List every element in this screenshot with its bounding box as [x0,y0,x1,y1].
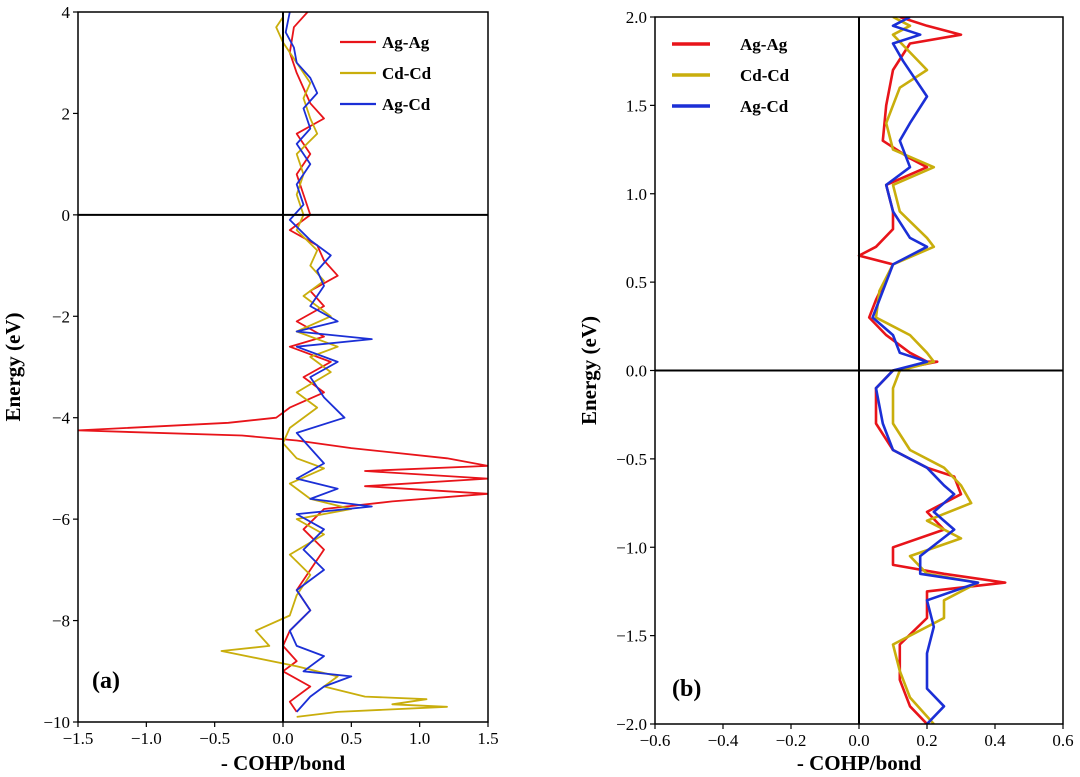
panel-a-label: (a) [92,668,120,694]
panel-a-x-tick-label: 1.5 [477,729,498,748]
panel-a-legend: Ag-Ag Cd-Cd Ag-Cd [340,33,432,114]
panel-b-y-tick-label: 0.5 [626,273,647,292]
panel-a-x-tick-label: 0.5 [341,729,362,748]
panel-b-x-tick-label: 0.2 [916,731,937,750]
panel-b-y-tick-label: 0.0 [626,362,647,381]
panel-a-y-tick-label: −4 [52,409,71,428]
panel-a-y-ticks: −10 −8 −6 −4 −2 0 2 4 [43,3,78,732]
panel-b-y-tick-label: −2.0 [616,715,647,734]
panel-a-y-tick-label: 2 [62,104,71,123]
legend-label-cd-cd: Cd-Cd [740,66,790,85]
panel-a-series-ag-ag [78,12,488,713]
panel-a-y-axis-label: Energy (eV) [1,312,25,421]
panel-b-y-tick-label: 1.5 [626,96,647,115]
panel-a-series-cd-cd [220,16,448,718]
panel-a-y-tick-label: −2 [52,307,70,326]
panel-b-x-tick-label: 0.4 [984,731,1006,750]
panel-b-cohp-chart: −0.6 −0.4 −0.2 0.0 0.2 0.4 0.6 −2.0 −1.5 −1.0 −0.… [577,8,1074,775]
panel-a-cohp-chart: −1.5 −1.0 −0.5 0.0 0.5 1.0 1.5 −10−8−6−4−2024 … [1,3,499,775]
panel-a-y-tick-label: −10 [43,713,70,732]
panel-b-x-tick-label: −0.4 [708,731,739,750]
panel-b-series-ag-cd [871,17,980,724]
panel-a-y-tick-label: 0 [62,206,71,225]
panel-a-y-tick-label: −6 [52,510,70,529]
legend-label-ag-cd: Ag-Cd [740,97,789,116]
panel-a-x-tick-label: 1.0 [409,729,430,748]
panel-b-y-axis-label: Energy (eV) [577,316,601,425]
panel-b-x-tick-label: 0.0 [848,731,869,750]
panel-b-y-tick-label: −1.0 [616,538,647,557]
panel-a-x-tick-label: 0.0 [272,729,293,748]
panel-a-series-ag-cd [284,12,373,713]
panel-b-legend: Ag-Ag Cd-Cd Ag-Cd [672,35,790,116]
panel-b-y-tick-label: −0.5 [616,450,647,469]
legend-label-ag-ag: Ag-Ag [382,33,430,52]
panel-b-x-tick-label: −0.6 [640,731,671,750]
panel-b-x-ticks: −0.6 −0.4 −0.2 0.0 0.2 0.4 0.6 [640,724,1074,750]
panel-a-x-tick-label: −1.5 [63,729,94,748]
panel-b-x-tick-label: −0.2 [776,731,807,750]
panel-a-x-ticks: −1.5 −1.0 −0.5 0.0 0.5 1.0 1.5 [63,722,499,748]
panel-a-y-tick-label: 4 [62,3,71,22]
legend-label-ag-ag: Ag-Ag [740,35,788,54]
panel-a-x-axis-label: - COHP/bond [221,751,346,775]
panel-b-reference-lines [655,17,1063,724]
panel-a-x-tick-label: −1.0 [131,729,162,748]
panel-b-y-ticks: −2.0 −1.5 −1.0 −0.5 0.0 0.5 1.0 1.5 2.0 [616,8,655,734]
panel-a-reference-lines [78,12,488,722]
panel-a-y-tick-label: −8 [52,612,70,631]
panel-b-y-tick-label: 2.0 [626,8,647,27]
panel-b-x-axis-label: - COHP/bond [797,751,922,775]
panel-a-curves [78,12,488,718]
panel-a-x-tick-label: −0.5 [199,729,230,748]
panel-b-y-tick-label: −1.5 [616,627,647,646]
panel-b-label: (b) [672,676,701,702]
legend-label-cd-cd: Cd-Cd [382,64,432,83]
panel-b-curves [857,17,1007,724]
panel-b-y-tick-label: 1.0 [626,185,647,204]
panel-b-x-tick-label: 0.6 [1052,731,1073,750]
legend-label-ag-cd: Ag-Cd [382,95,431,114]
